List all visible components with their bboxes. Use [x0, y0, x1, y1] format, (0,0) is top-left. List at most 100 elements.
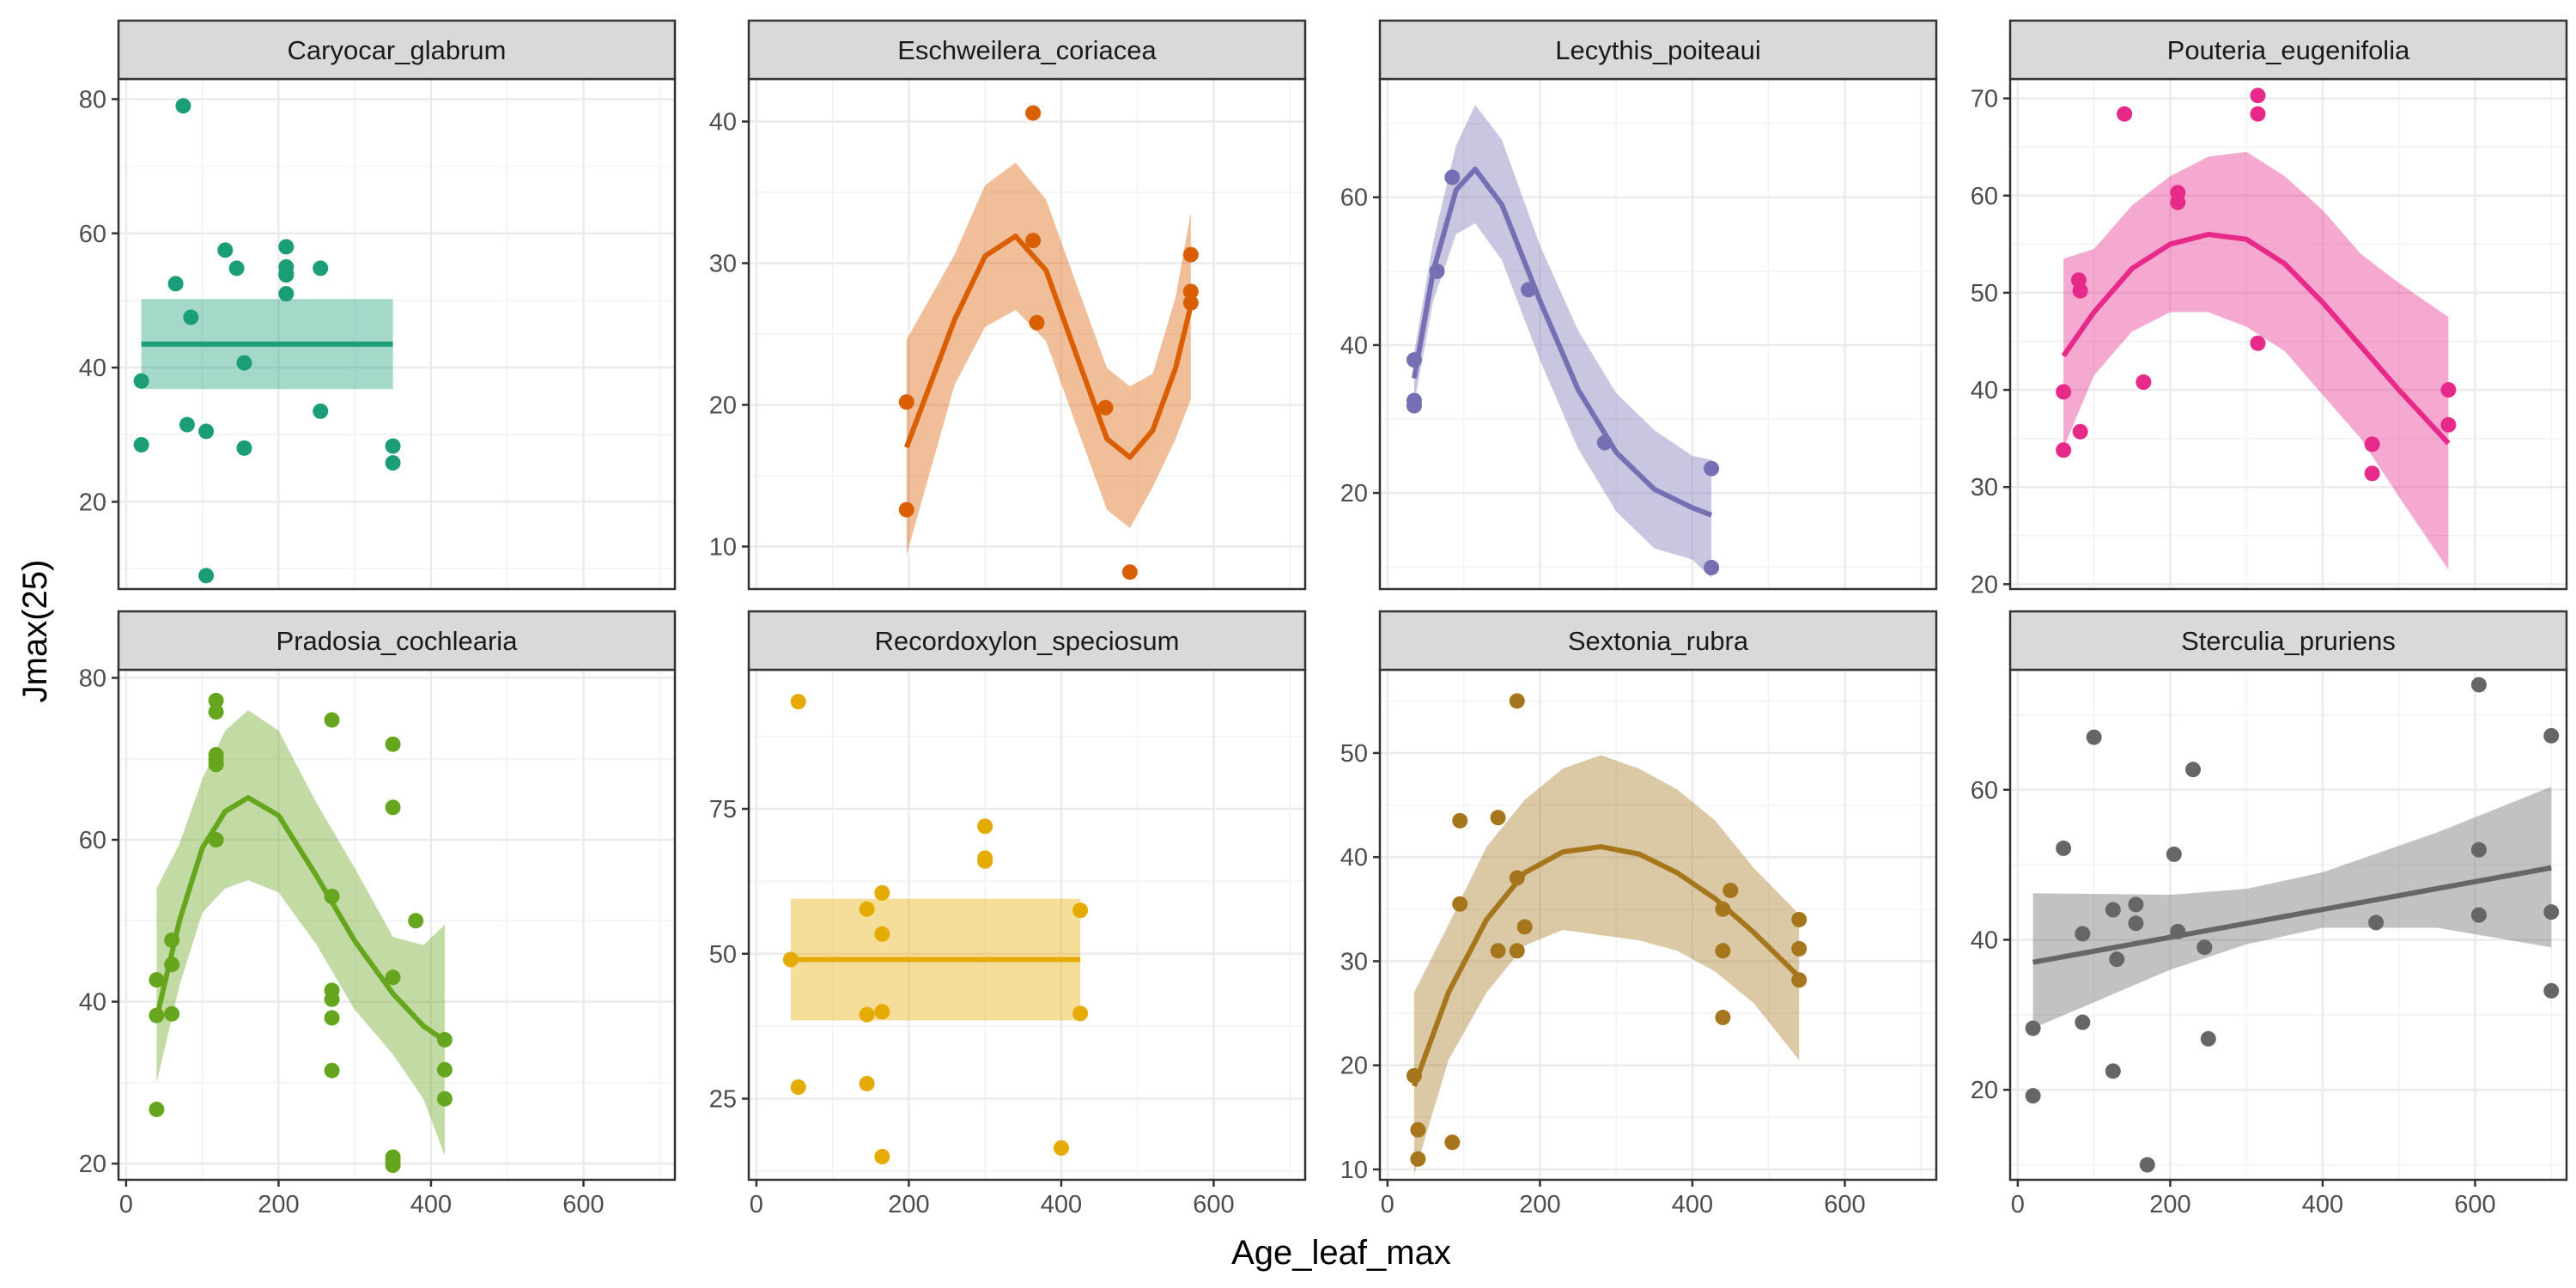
- data-point: [436, 1031, 453, 1048]
- data-point: [385, 799, 401, 816]
- data-point: [2170, 923, 2186, 939]
- y-tick-label: 60: [1971, 777, 1998, 805]
- data-point: [236, 355, 252, 371]
- data-point: [1444, 1134, 1461, 1151]
- facet-strip: [117, 19, 677, 81]
- confidence-band: [2032, 787, 2552, 1029]
- facet-panels: Caryocar_glabrum 20 40 60 80 Eschweilera_cori…: [79, 19, 2568, 1218]
- data-point: [1509, 943, 1525, 959]
- data-point: [408, 913, 424, 929]
- data-point: [278, 267, 295, 283]
- x-tick-label: 0: [2011, 1191, 2025, 1218]
- data-point: [859, 1075, 875, 1091]
- fit-line: [154, 794, 447, 1043]
- data-point: [2128, 896, 2144, 913]
- facet-panel: Eschweilera_coriacea 10 20 30 40: [709, 19, 1307, 591]
- data-point: [198, 568, 215, 584]
- data-point: [2025, 1020, 2041, 1036]
- x-tick-label: 0: [1381, 1191, 1394, 1218]
- fit-line: [2061, 232, 2451, 446]
- facet-panel: Caryocar_glabrum 20 40 60 80: [79, 19, 677, 591]
- y-tick-label: 20: [79, 1151, 106, 1178]
- data-point: [898, 394, 914, 410]
- facet-strip: [1378, 610, 1938, 671]
- y-tick-label: 40: [709, 109, 737, 137]
- data-point: [208, 832, 224, 848]
- x-tick-label: 400: [410, 1191, 452, 1218]
- data-point: [2185, 762, 2202, 778]
- data-point: [2250, 88, 2266, 104]
- facet-strip-label: Sextonia_rubra: [1568, 626, 1749, 656]
- data-point: [1406, 398, 1422, 414]
- y-tick-label: 10: [1340, 1157, 1368, 1184]
- y-tick-label: 40: [1340, 332, 1368, 360]
- x-tick-label: 600: [1193, 1191, 1234, 1218]
- y-tick-label: 75: [709, 796, 737, 823]
- y-tick-label: 40: [79, 989, 106, 1017]
- data-point: [1704, 460, 1720, 477]
- data-point: [2025, 1088, 2041, 1104]
- data-point: [208, 692, 224, 708]
- data-point: [1715, 901, 1731, 917]
- data-point: [385, 1157, 401, 1174]
- data-point: [324, 889, 340, 904]
- x-tick-label: 600: [1824, 1191, 1865, 1218]
- y-tick-label: 30: [709, 251, 737, 278]
- data-point: [1490, 943, 1506, 959]
- x-tick-label: 0: [750, 1191, 763, 1218]
- data-point: [198, 423, 215, 440]
- facet-panel: Lecythis_poiteaui 20 40 60: [1340, 19, 1938, 591]
- panel-background: [1380, 670, 1936, 1180]
- data-point: [1053, 1139, 1069, 1156]
- y-tick-label: 20: [1971, 1077, 1998, 1104]
- y-tick-label: 30: [1340, 948, 1368, 975]
- data-point: [217, 242, 234, 258]
- data-point: [1072, 1005, 1089, 1022]
- data-point: [2470, 841, 2487, 858]
- data-point: [1521, 282, 1537, 298]
- data-point: [164, 957, 180, 973]
- data-point: [1410, 1151, 1426, 1167]
- data-point: [1704, 560, 1720, 576]
- data-point: [149, 1101, 165, 1117]
- facet-strip: [747, 19, 1307, 81]
- data-point: [859, 901, 875, 917]
- data-point: [149, 972, 165, 988]
- data-point: [2056, 442, 2072, 459]
- data-point: [1097, 399, 1114, 416]
- data-point: [859, 1006, 875, 1023]
- data-point: [2250, 106, 2266, 122]
- y-tick-label: 40: [79, 355, 106, 382]
- data-point: [1429, 263, 1445, 279]
- x-tick-label: 400: [1041, 1191, 1082, 1218]
- data-point: [183, 309, 199, 325]
- data-point: [313, 260, 329, 276]
- y-tick-label: 20: [79, 489, 106, 516]
- data-point: [324, 1010, 340, 1026]
- data-point: [1072, 902, 1089, 919]
- data-point: [149, 1007, 165, 1024]
- data-point: [2075, 926, 2091, 942]
- y-tick-label: 50: [1340, 740, 1368, 768]
- facet-strip-label: Pradosia_cochlearia: [276, 626, 519, 656]
- fit-line: [1411, 167, 1713, 518]
- data-point: [324, 1062, 340, 1078]
- data-point: [1406, 1067, 1422, 1084]
- data-point: [790, 1079, 806, 1095]
- data-point: [2105, 1063, 2121, 1079]
- fit-line: [2032, 865, 2552, 965]
- data-point: [1791, 972, 1807, 988]
- facet-strip: [747, 610, 1307, 671]
- facet-strip: [1378, 19, 1938, 81]
- y-tick-label: 60: [79, 221, 106, 248]
- data-point: [874, 1004, 890, 1020]
- data-point: [2056, 840, 2072, 856]
- data-point: [1406, 352, 1422, 368]
- data-point: [1596, 434, 1613, 451]
- y-tick-label: 25: [709, 1086, 737, 1114]
- data-point: [2368, 914, 2385, 931]
- data-point: [385, 969, 401, 986]
- data-point: [2166, 846, 2182, 862]
